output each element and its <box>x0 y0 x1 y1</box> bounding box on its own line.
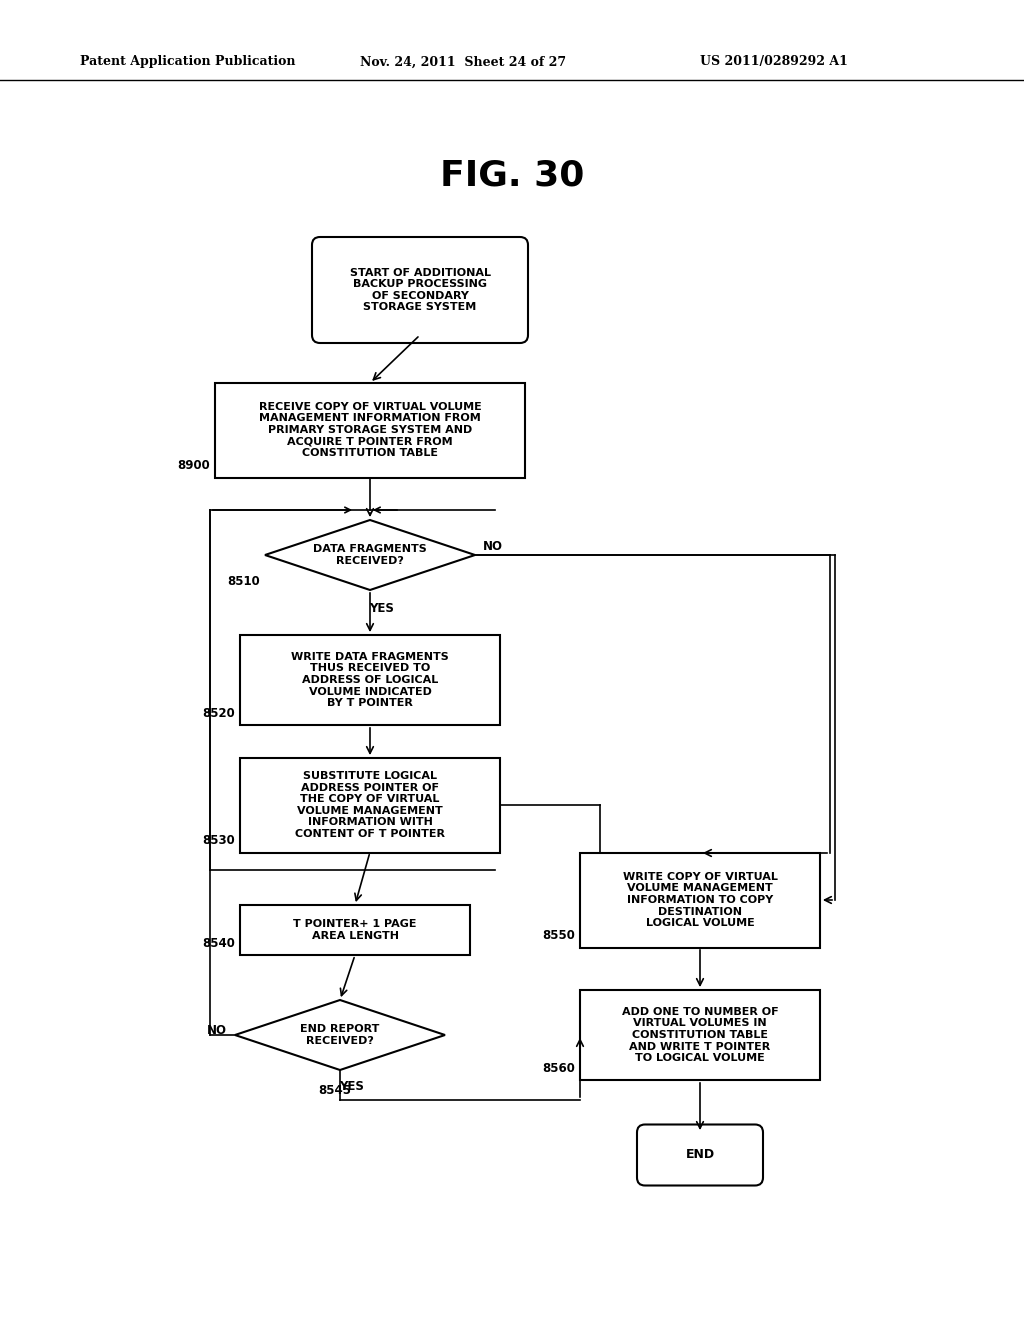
FancyBboxPatch shape <box>637 1125 763 1185</box>
Text: WRITE DATA FRAGMENTS
THUS RECEIVED TO
ADDRESS OF LOGICAL
VOLUME INDICATED
BY T P: WRITE DATA FRAGMENTS THUS RECEIVED TO AD… <box>291 652 449 709</box>
Text: NO: NO <box>207 1023 227 1036</box>
Text: YES: YES <box>370 602 394 615</box>
Text: 8550: 8550 <box>542 929 575 942</box>
Text: 8510: 8510 <box>227 576 260 587</box>
Text: 8560: 8560 <box>542 1063 575 1074</box>
Text: 8540: 8540 <box>202 937 234 950</box>
Bar <box>240 906 470 954</box>
FancyBboxPatch shape <box>312 238 528 343</box>
Text: FIG. 30: FIG. 30 <box>440 158 584 191</box>
Text: YES: YES <box>340 1080 365 1093</box>
Text: Nov. 24, 2011  Sheet 24 of 27: Nov. 24, 2011 Sheet 24 of 27 <box>360 55 566 69</box>
Bar <box>580 990 820 1080</box>
Text: RECEIVE COPY OF VIRTUAL VOLUME
MANAGEMENT INFORMATION FROM
PRIMARY STORAGE SYSTE: RECEIVE COPY OF VIRTUAL VOLUME MANAGEMEN… <box>259 401 481 458</box>
Text: NO: NO <box>483 540 503 553</box>
Polygon shape <box>265 520 475 590</box>
Text: 8530: 8530 <box>203 834 234 847</box>
Text: END: END <box>685 1148 715 1162</box>
Text: 8900: 8900 <box>177 459 210 473</box>
Text: DATA FRAGMENTS
RECEIVED?: DATA FRAGMENTS RECEIVED? <box>313 544 427 566</box>
Bar <box>240 758 500 853</box>
Text: END REPORT
RECEIVED?: END REPORT RECEIVED? <box>300 1024 380 1045</box>
Text: WRITE COPY OF VIRTUAL
VOLUME MANAGEMENT
INFORMATION TO COPY
DESTINATION
LOGICAL : WRITE COPY OF VIRTUAL VOLUME MANAGEMENT … <box>623 871 777 928</box>
Text: Patent Application Publication: Patent Application Publication <box>80 55 296 69</box>
Text: US 2011/0289292 A1: US 2011/0289292 A1 <box>700 55 848 69</box>
Text: SUBSTITUTE LOGICAL
ADDRESS POINTER OF
THE COPY OF VIRTUAL
VOLUME MANAGEMENT
INFO: SUBSTITUTE LOGICAL ADDRESS POINTER OF TH… <box>295 771 445 840</box>
Polygon shape <box>234 1001 445 1071</box>
Text: START OF ADDITIONAL
BACKUP PROCESSING
OF SECONDARY
STORAGE SYSTEM: START OF ADDITIONAL BACKUP PROCESSING OF… <box>349 268 490 313</box>
Text: T POINTER+ 1 PAGE
AREA LENGTH: T POINTER+ 1 PAGE AREA LENGTH <box>293 919 417 941</box>
Text: ADD ONE TO NUMBER OF
VIRTUAL VOLUMES IN
CONSTITUTION TABLE
AND WRITE T POINTER
T: ADD ONE TO NUMBER OF VIRTUAL VOLUMES IN … <box>622 1007 778 1063</box>
Bar <box>240 635 500 725</box>
Bar <box>580 853 820 948</box>
Bar <box>215 383 525 478</box>
Text: 8520: 8520 <box>203 708 234 719</box>
Text: 8545: 8545 <box>318 1084 351 1097</box>
